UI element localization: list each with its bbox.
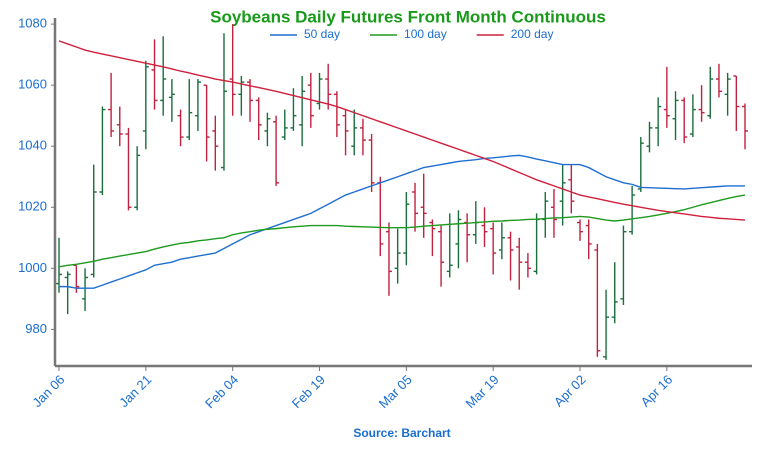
source: Source: Barchart bbox=[353, 426, 450, 440]
y-tick-label: 1020 bbox=[18, 199, 47, 214]
x-tick-label: Jan 21 bbox=[116, 372, 154, 410]
y-tick-label: 1080 bbox=[18, 16, 47, 31]
chart-title: Soybeans Daily Futures Front Month Conti… bbox=[210, 7, 606, 26]
legend-label: 200 day bbox=[511, 27, 554, 41]
x-tick-label: Apr 16 bbox=[638, 372, 676, 410]
y-tick-label: 980 bbox=[25, 321, 47, 336]
ma-line bbox=[59, 154, 745, 289]
x-tick-label: Apr 02 bbox=[551, 372, 589, 410]
y-tick-label: 1000 bbox=[18, 260, 47, 275]
x-tick-label: Mar 19 bbox=[463, 372, 502, 411]
x-tick-label: Feb 04 bbox=[202, 372, 241, 411]
ma-line bbox=[58, 194, 746, 268]
legend-label: 100 day bbox=[404, 27, 447, 41]
x-tick-label: Jan 06 bbox=[29, 372, 67, 410]
ma-line bbox=[58, 40, 746, 221]
x-tick-label: Feb 19 bbox=[289, 372, 328, 411]
y-tick-label: 1040 bbox=[18, 138, 47, 153]
y-tick-label: 1060 bbox=[18, 77, 47, 92]
x-tick-label: Mar 05 bbox=[376, 372, 415, 411]
legend-label: 50 day bbox=[304, 27, 340, 41]
